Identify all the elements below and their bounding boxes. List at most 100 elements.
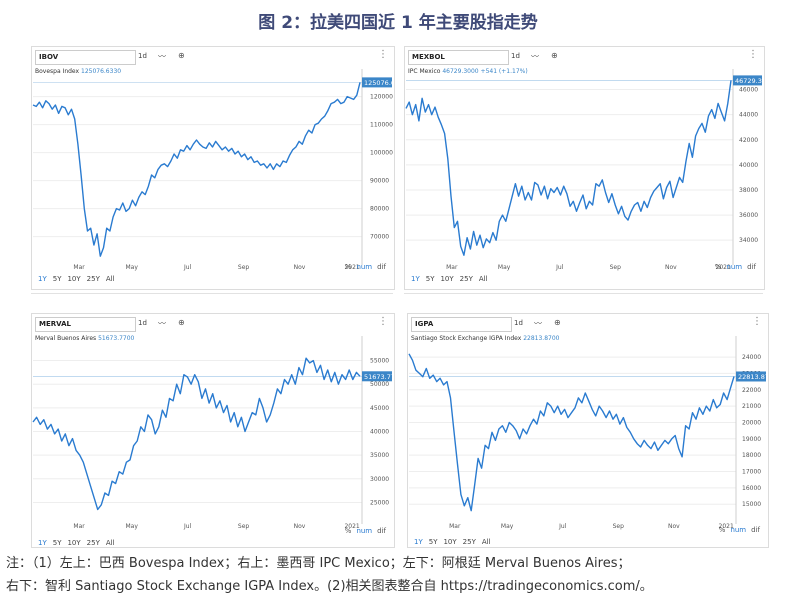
- range-button-1y[interactable]: 1Y: [414, 538, 423, 546]
- y-tick-label: 120000: [370, 94, 393, 101]
- chart-panel-mexbol: MEXBOL 1d 〰 ⊕ ⋮ IPC Mexico 46729.3000 +541 (+…: [404, 46, 765, 290]
- range-button-1y[interactable]: 1Y: [38, 539, 47, 547]
- y-tick-label: 40000: [370, 429, 389, 436]
- y-tick-label: 38000: [739, 187, 758, 194]
- last-value-tag: [362, 371, 392, 382]
- range-button-5y[interactable]: 5Y: [52, 275, 62, 283]
- y-tick-label: 24000: [742, 354, 761, 361]
- add-icon[interactable]: ⊕: [178, 318, 185, 327]
- chart-svg-mexbol: 34000 36000 38000 40000 42000 44000 46000 Mar Ma…: [405, 69, 764, 271]
- line-chart-icon[interactable]: 〰: [531, 52, 539, 61]
- y-tick-label: 30000: [370, 476, 389, 483]
- y-tick-label: 21000: [742, 403, 761, 410]
- add-icon[interactable]: ⊕: [551, 51, 558, 60]
- legend-series-value: 46729.3000: [442, 68, 479, 75]
- symbol-input[interactable]: MERVAL: [35, 317, 136, 332]
- interval-button[interactable]: 1d: [138, 52, 147, 60]
- chart-panel-igpa: IGPA 1d 〰 ⊕ ⋮ Santiago Stock Exchange IGPA In…: [407, 313, 769, 548]
- chart-legend: IPC Mexico 46729.3000 +541 (+1.17%): [408, 68, 528, 75]
- more-vert-icon[interactable]: ⋮: [378, 316, 388, 327]
- x-tick-label: Sep: [238, 264, 250, 271]
- range-button-25y[interactable]: 25Y: [459, 275, 473, 283]
- range-selector: 1Y 5Y 10Y 25Y All: [414, 538, 497, 546]
- y-tick-label: 46000: [739, 87, 758, 94]
- range-button-25y[interactable]: 25Y: [86, 275, 100, 283]
- range-button-5y[interactable]: 5Y: [52, 539, 62, 547]
- interval-button[interactable]: 1d: [514, 319, 523, 327]
- range-button-10y[interactable]: 10Y: [67, 539, 81, 547]
- legend-series-value: 22813.8700: [523, 335, 560, 342]
- chart-legend: Santiago Stock Exchange IGPA Index 22813…: [411, 335, 559, 342]
- x-tick-label: Nov: [665, 264, 677, 271]
- y-tick-label: 15000: [742, 501, 761, 508]
- unit-button-dif[interactable]: dif: [747, 263, 756, 271]
- symbol-input[interactable]: IBOV: [35, 50, 136, 65]
- legend-series-name: IPC Mexico: [408, 68, 441, 75]
- range-button-25y[interactable]: 25Y: [462, 538, 476, 546]
- add-icon[interactable]: ⊕: [178, 51, 185, 60]
- interval-button[interactable]: 1d: [138, 319, 147, 327]
- chart-svg-ibov: 70000 80000 90000 100000 110000 120000 Mar May J…: [32, 69, 394, 271]
- y-tick-label: 42000: [739, 137, 758, 144]
- last-value-tag: [733, 75, 762, 86]
- unit-button-dif[interactable]: dif: [377, 527, 386, 535]
- legend-series-name: Bovespa Index: [35, 68, 80, 75]
- y-tick-label: 90000: [370, 178, 389, 185]
- range-button-5y[interactable]: 5Y: [428, 538, 438, 546]
- y-tick-label: 45000: [370, 405, 389, 412]
- unit-button-num[interactable]: num: [356, 263, 373, 271]
- y-tick-label: 44000: [739, 112, 758, 119]
- chart-legend: Merval Buenos Aires 51673.7700: [35, 335, 134, 342]
- y-tick-label: 20000: [742, 419, 761, 426]
- symbol-input[interactable]: IGPA: [411, 317, 512, 332]
- series-line-mexbol: [405, 80, 732, 256]
- range-button-all[interactable]: All: [478, 275, 488, 283]
- unit-button-percent[interactable]: %: [344, 263, 352, 271]
- range-button-25y[interactable]: 25Y: [86, 539, 100, 547]
- chart-panel-merval: MERVAL 1d 〰 ⊕ ⋮ Merval Buenos Aires 51673.770…: [31, 313, 395, 548]
- y-tick-label: 55000: [370, 358, 389, 365]
- x-tick-label: May: [501, 523, 514, 530]
- range-button-10y[interactable]: 10Y: [443, 538, 457, 546]
- x-tick-label: Mar: [73, 264, 85, 271]
- more-vert-icon[interactable]: ⋮: [378, 49, 388, 60]
- line-chart-icon[interactable]: 〰: [158, 52, 166, 61]
- range-button-10y[interactable]: 10Y: [67, 275, 81, 283]
- range-button-1y[interactable]: 1Y: [411, 275, 420, 283]
- chart-toolbar: MERVAL 1d 〰 ⊕ ⋮: [32, 314, 394, 334]
- unit-button-percent[interactable]: %: [714, 263, 722, 271]
- panel-separator: [31, 293, 393, 294]
- range-button-10y[interactable]: 10Y: [440, 275, 454, 283]
- unit-button-dif[interactable]: dif: [751, 526, 760, 534]
- unit-button-num[interactable]: num: [726, 263, 743, 271]
- last-value-tag-label: 125076.6: [364, 79, 394, 87]
- interval-button[interactable]: 1d: [511, 52, 520, 60]
- range-selector: 1Y 5Y 10Y 25Y All: [38, 539, 121, 547]
- range-button-all[interactable]: All: [105, 539, 115, 547]
- range-button-all[interactable]: All: [105, 275, 115, 283]
- unit-button-num[interactable]: num: [356, 527, 373, 535]
- unit-selector: % num dif: [340, 263, 386, 271]
- last-value-tag-label: 46729.30: [735, 77, 764, 85]
- legend-series-value: 51673.7700: [98, 335, 135, 342]
- range-button-5y[interactable]: 5Y: [425, 275, 435, 283]
- range-button-1y[interactable]: 1Y: [38, 275, 47, 283]
- more-vert-icon[interactable]: ⋮: [752, 316, 762, 327]
- x-tick-label: Jul: [183, 264, 192, 271]
- add-icon[interactable]: ⊕: [554, 318, 561, 327]
- unit-button-num[interactable]: num: [730, 526, 747, 534]
- unit-button-dif[interactable]: dif: [377, 263, 386, 271]
- unit-button-percent[interactable]: %: [718, 526, 726, 534]
- more-vert-icon[interactable]: ⋮: [748, 49, 758, 60]
- unit-button-percent[interactable]: %: [344, 527, 352, 535]
- panel-separator: [404, 293, 763, 294]
- symbol-input[interactable]: MEXBOL: [408, 50, 509, 65]
- line-chart-icon[interactable]: 〰: [534, 319, 542, 328]
- series-line-ibov: [32, 82, 361, 257]
- chart-panel-ibov: IBOV 1d 〰 ⊕ ⋮ Bovespa Index 125076.6330 70000 8…: [31, 46, 395, 290]
- line-chart-icon[interactable]: 〰: [158, 319, 166, 328]
- figure-note: 注：（1）左上：巴西 Bovespa Index；右上：墨西哥 IPC Mexi…: [6, 552, 792, 598]
- x-tick-label: Mar: [449, 523, 461, 530]
- last-value-tag: [736, 371, 766, 382]
- range-button-all[interactable]: All: [481, 538, 491, 546]
